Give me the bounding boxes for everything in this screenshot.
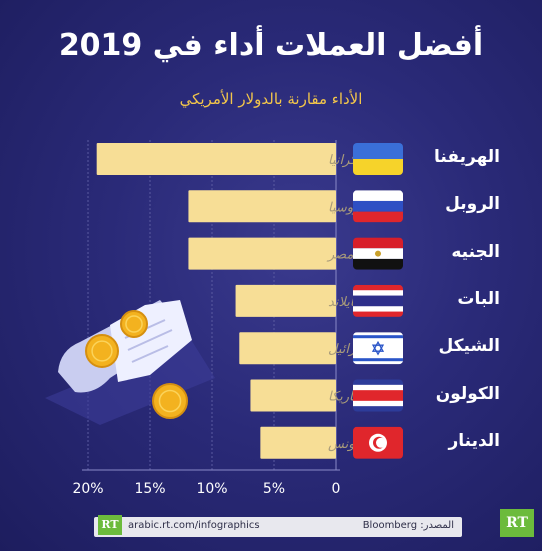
x-tick-label: 20% (72, 481, 103, 497)
coin-icon (152, 383, 188, 419)
x-tick-label: 0 (332, 481, 341, 497)
footer-source: المصدر: Bloomberg (362, 520, 454, 531)
x-tick-label: 10% (196, 481, 227, 497)
tunisia-flag (353, 426, 403, 459)
country-label: مصر (326, 248, 353, 263)
rt-logo: RT (500, 509, 534, 537)
country-label: تونس (328, 437, 360, 452)
x-tick-label: 15% (134, 481, 165, 497)
currency-label: الشيكل (438, 336, 500, 357)
bar-1 (188, 190, 336, 223)
currency-label: البات (457, 288, 500, 309)
currency-label: الروبل (445, 194, 500, 215)
currency-label: الدينار (448, 430, 500, 451)
bar-5 (250, 379, 336, 412)
costa-rica-flag (353, 379, 403, 412)
country-label: روسيا (328, 200, 360, 215)
footer-url[interactable]: arabic.rt.com/infographics (128, 520, 260, 531)
thailand-flag (353, 284, 403, 317)
footer-bar: arabic.rt.com/infographics المصدر: Bloom… (94, 517, 462, 537)
currency-label: الجنيه (451, 241, 500, 262)
bar-0 (96, 143, 337, 175)
coin-icon (120, 310, 148, 338)
page-subtitle: الأداء مقارنة بالدولار الأمريكي (179, 90, 363, 108)
coin-icon (158, 389, 182, 413)
currency-label: الكولون (435, 383, 500, 404)
coin-icon (125, 315, 143, 333)
coin-icon (85, 334, 119, 368)
x-tick-label: 5% (263, 481, 285, 497)
coin-icon (91, 340, 113, 362)
currency-label: الهريفنا (434, 147, 500, 167)
country-label: تايلاند (328, 295, 359, 310)
ukraine-flag (353, 143, 403, 175)
egypt-flag (353, 237, 403, 270)
receipt-shadow (45, 338, 215, 425)
receipt-illustration (45, 300, 215, 425)
page-title: أفضل العملات أداء في 2019 (58, 28, 484, 63)
bar-6 (260, 426, 336, 459)
bar-4 (239, 332, 336, 365)
israel-flag (353, 332, 403, 365)
bar-2 (188, 237, 336, 270)
rt-logo-small: RT (98, 515, 122, 535)
russia-flag (353, 190, 403, 223)
bar-3 (235, 284, 336, 317)
